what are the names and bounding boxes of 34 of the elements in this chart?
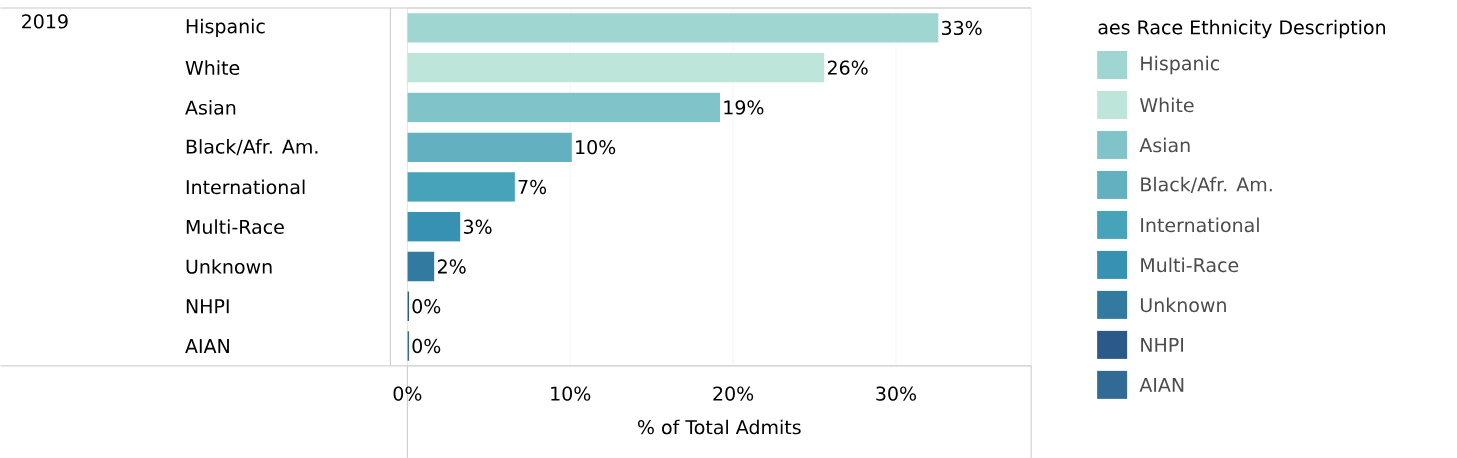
y-tick-label: Hispanic <box>186 18 265 37</box>
data-label: 26% <box>827 60 868 75</box>
category-label: Multi-Race <box>1141 257 1239 273</box>
x-tick-label: 30% <box>876 386 917 401</box>
data-label: 0% <box>412 338 441 354</box>
data-label: 0% <box>412 298 441 314</box>
data-label: 19% <box>724 100 764 115</box>
data-label: 7% <box>518 179 547 194</box>
x-tick-label: 0% <box>393 386 422 401</box>
y-tick-label: Multi-Race <box>186 219 284 234</box>
category-label: Black/Afr. Am. <box>1141 176 1272 193</box>
y-tick-label: Black/Afr. Am. <box>186 138 318 156</box>
y-tick-label: AIAN <box>185 338 229 353</box>
x-axis-title: % of Total Admits <box>637 419 801 435</box>
category-label: Asian <box>1139 137 1190 153</box>
text: 2019 <box>22 14 68 29</box>
y-tick-label: White <box>185 60 240 75</box>
category-label: White <box>1139 97 1194 113</box>
data-label: 2% <box>438 259 466 274</box>
category-label: International <box>1141 217 1259 233</box>
x-tick-label: 20% <box>713 386 754 401</box>
data-label: 3% <box>463 219 492 234</box>
y-tick-label: NHPI <box>186 299 229 313</box>
y-tick-label: Asian <box>185 99 236 115</box>
category-label: Hispanic <box>1141 55 1220 74</box>
data-label: 10% <box>576 139 616 155</box>
category-label: NHPI <box>1141 337 1183 352</box>
category-label: Unknown <box>1140 297 1226 313</box>
x-tick-label: 10% <box>551 386 591 401</box>
y-tick-label: International <box>186 179 305 195</box>
category-label: AIAN <box>1139 377 1184 392</box>
legend-title: aes Race Ethnicity Description <box>1098 19 1386 39</box>
data-label: 33% <box>941 20 982 35</box>
y-tick-label: Unknown <box>186 258 272 274</box>
